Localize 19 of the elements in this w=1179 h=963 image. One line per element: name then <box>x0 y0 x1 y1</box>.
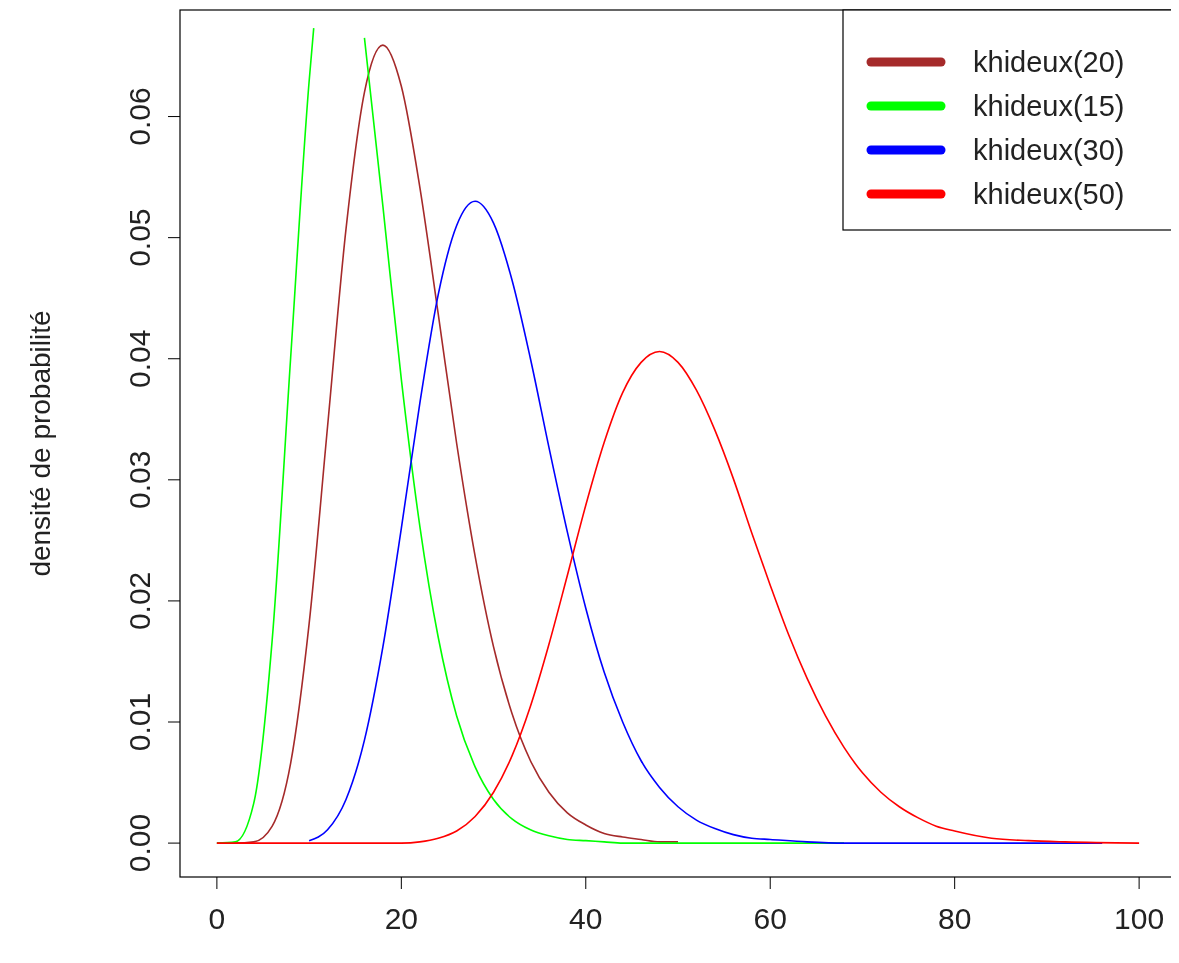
y-tick-label: 0.04 <box>123 329 156 388</box>
legend-label: khideux(15) <box>973 90 1125 122</box>
x-tick-label: 80 <box>937 902 972 935</box>
x-tick-label: 0 <box>208 902 226 935</box>
y-axis-title: densité de probabilité <box>25 310 56 577</box>
x-tick-label: 20 <box>384 902 419 935</box>
x-tick-label: 40 <box>569 902 603 935</box>
x-tick-label: 60 <box>753 902 787 935</box>
y-tick-label: 0.01 <box>123 692 156 752</box>
y-tick-label: 0.02 <box>123 571 156 631</box>
legend-label: khideux(20) <box>973 46 1125 78</box>
y-tick-label: 0.03 <box>123 450 156 510</box>
y-tick-label: 0.05 <box>123 208 156 267</box>
y-tick-label: 0.00 <box>123 813 156 873</box>
line-series <box>216 350 1140 844</box>
y-tick-label: 0.06 <box>123 87 156 146</box>
legend-label: khideux(50) <box>973 178 1125 210</box>
x-tick-label: 100 <box>1114 902 1165 935</box>
legend-label: khideux(30) <box>973 134 1125 166</box>
